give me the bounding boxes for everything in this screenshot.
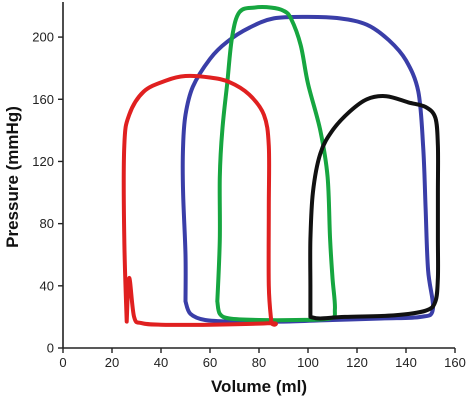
y-tick-label: 200 [32, 30, 54, 45]
y-tick-label: 120 [32, 154, 54, 169]
y-tick-label: 40 [40, 278, 54, 293]
x-tick-label: 0 [59, 355, 66, 370]
x-tick-label: 60 [203, 355, 217, 370]
pv-loop-series-3 [215, 5, 337, 323]
x-tick-label: 100 [297, 355, 319, 370]
x-tick-label: 120 [346, 355, 368, 370]
pv-loop-series-4 [308, 94, 441, 321]
x-tick-label: 20 [105, 355, 119, 370]
x-tick-label: 40 [154, 355, 168, 370]
x-axis-title: Volume (ml) [211, 377, 307, 396]
y-axis-title: Pressure (mmHg) [3, 106, 22, 248]
y-ticks: 0 40 80 120 160 200 [32, 30, 63, 356]
x-tick-label: 160 [444, 355, 466, 370]
x-tick-label: 80 [252, 355, 266, 370]
series-layer [121, 5, 441, 327]
y-tick-label: 160 [32, 92, 54, 107]
pv-loop-series-1 [121, 73, 278, 327]
y-tick-label: 80 [40, 216, 54, 231]
x-tick-label: 140 [395, 355, 417, 370]
x-ticks: 0 20 40 60 80 100 120 140 160 [59, 348, 466, 370]
y-tick-label: 0 [47, 341, 54, 356]
